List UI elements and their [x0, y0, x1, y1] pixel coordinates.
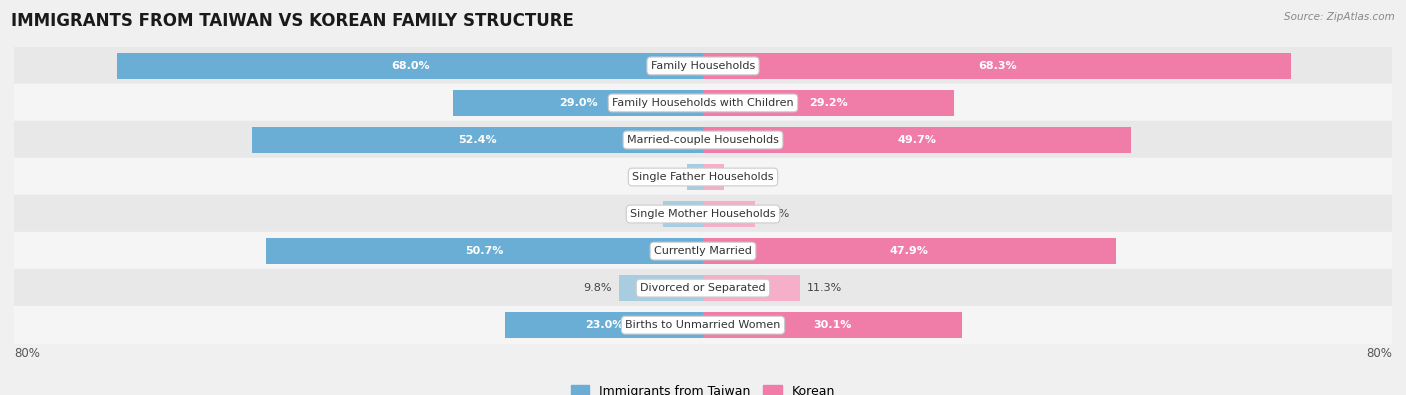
- FancyBboxPatch shape: [14, 269, 1392, 307]
- Text: Currently Married: Currently Married: [654, 246, 752, 256]
- Text: Family Households: Family Households: [651, 61, 755, 71]
- Bar: [662, 201, 703, 227]
- Text: 1.8%: 1.8%: [652, 172, 681, 182]
- Bar: [703, 53, 1291, 79]
- Bar: [453, 90, 703, 116]
- Bar: [252, 127, 703, 153]
- Text: 6.0%: 6.0%: [762, 209, 790, 219]
- Bar: [688, 164, 703, 190]
- Text: 2.4%: 2.4%: [731, 172, 759, 182]
- Bar: [117, 53, 703, 79]
- Text: 29.0%: 29.0%: [558, 98, 598, 108]
- Text: IMMIGRANTS FROM TAIWAN VS KOREAN FAMILY STRUCTURE: IMMIGRANTS FROM TAIWAN VS KOREAN FAMILY …: [11, 12, 574, 30]
- Bar: [703, 90, 955, 116]
- Text: 68.3%: 68.3%: [977, 61, 1017, 71]
- Bar: [703, 164, 724, 190]
- Legend: Immigrants from Taiwan, Korean: Immigrants from Taiwan, Korean: [565, 380, 841, 395]
- FancyBboxPatch shape: [14, 195, 1392, 233]
- Bar: [505, 312, 703, 338]
- Bar: [619, 275, 703, 301]
- Text: Divorced or Separated: Divorced or Separated: [640, 283, 766, 293]
- Text: 29.2%: 29.2%: [810, 98, 848, 108]
- Text: Single Father Households: Single Father Households: [633, 172, 773, 182]
- FancyBboxPatch shape: [14, 306, 1392, 344]
- Text: 47.9%: 47.9%: [890, 246, 929, 256]
- Text: Single Mother Households: Single Mother Households: [630, 209, 776, 219]
- Text: Married-couple Households: Married-couple Households: [627, 135, 779, 145]
- Text: 30.1%: 30.1%: [814, 320, 852, 330]
- Text: 68.0%: 68.0%: [391, 61, 429, 71]
- Bar: [703, 312, 962, 338]
- Text: Births to Unmarried Women: Births to Unmarried Women: [626, 320, 780, 330]
- Bar: [703, 275, 800, 301]
- FancyBboxPatch shape: [14, 84, 1392, 122]
- Text: Family Households with Children: Family Households with Children: [612, 98, 794, 108]
- Text: 49.7%: 49.7%: [897, 135, 936, 145]
- FancyBboxPatch shape: [14, 47, 1392, 85]
- Bar: [703, 127, 1130, 153]
- Bar: [703, 201, 755, 227]
- Text: 4.7%: 4.7%: [627, 209, 655, 219]
- Text: Source: ZipAtlas.com: Source: ZipAtlas.com: [1284, 12, 1395, 22]
- FancyBboxPatch shape: [14, 232, 1392, 270]
- Text: 9.8%: 9.8%: [583, 283, 612, 293]
- Text: 52.4%: 52.4%: [458, 135, 496, 145]
- FancyBboxPatch shape: [14, 158, 1392, 196]
- FancyBboxPatch shape: [14, 121, 1392, 159]
- Bar: [266, 238, 703, 264]
- Text: 50.7%: 50.7%: [465, 246, 503, 256]
- Text: 11.3%: 11.3%: [807, 283, 842, 293]
- Text: 80%: 80%: [1367, 346, 1392, 359]
- Text: 23.0%: 23.0%: [585, 320, 623, 330]
- Text: 80%: 80%: [14, 346, 39, 359]
- Bar: [703, 238, 1115, 264]
